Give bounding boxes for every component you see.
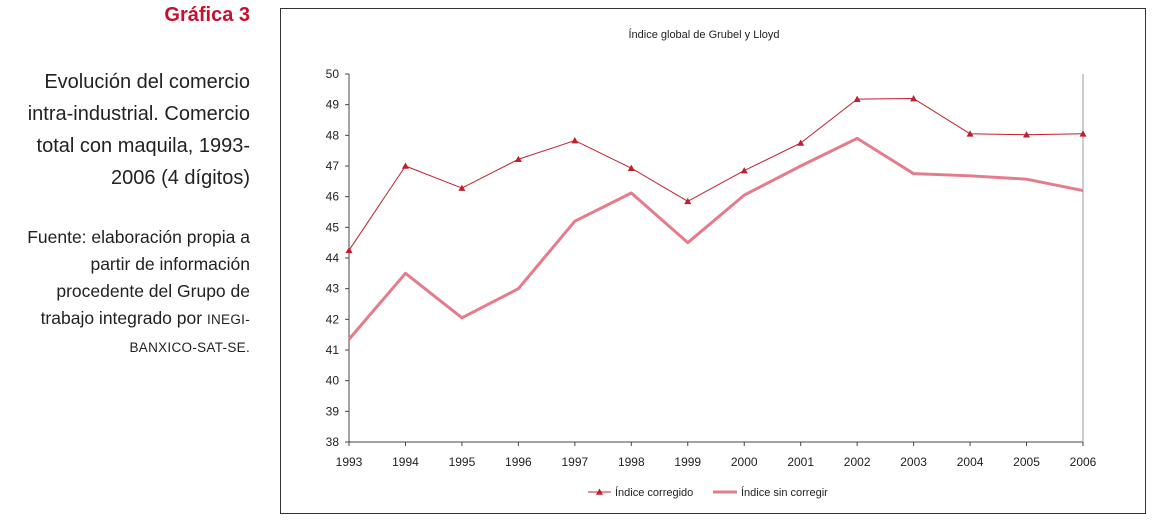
x-tick-label: 2005 — [1013, 455, 1040, 469]
y-tick-label: 48 — [326, 128, 340, 142]
y-tick-label: 41 — [326, 343, 340, 357]
data-point-marker — [401, 162, 409, 169]
y-tick-label: 46 — [326, 190, 340, 204]
y-tick-label: 45 — [326, 220, 340, 234]
data-point-marker — [684, 197, 692, 205]
x-tick-label: 2002 — [844, 455, 871, 469]
data-point-marker — [514, 155, 522, 163]
data-point-marker — [740, 167, 748, 174]
y-tick-label: 47 — [326, 159, 340, 173]
x-tick-label: 1998 — [618, 455, 645, 469]
data-point-marker — [345, 246, 353, 254]
data-point-marker — [571, 137, 579, 144]
x-tick-label: 1993 — [336, 455, 363, 469]
source-text: Fuente: elaboración propia a partir de i… — [27, 227, 250, 328]
source-agencies: INEGI-BANXICO-SAT-SE. — [129, 312, 250, 355]
y-tick-label: 43 — [326, 282, 340, 296]
data-point-marker — [1079, 130, 1087, 137]
x-tick-label: 1995 — [449, 455, 476, 469]
legend-label-indice-sin-corregir: Índice sin corregir — [741, 486, 828, 499]
y-tick-label: 39 — [326, 404, 340, 418]
x-tick-label: 2004 — [957, 455, 984, 469]
data-point-marker — [966, 130, 974, 137]
y-tick-label: 38 — [326, 435, 340, 449]
y-tick-label: 50 — [326, 67, 340, 81]
x-tick-label: 1999 — [674, 455, 701, 469]
line-chart: Índice global de Grubel y Lloyd 50 49 48 47… — [326, 28, 1097, 499]
figure-caption: Evolución del comercio intra-industrial.… — [27, 71, 250, 189]
y-tick-label: 42 — [326, 312, 340, 326]
chart-frame: Índice global de Grubel y Lloyd 50 49 48 47… — [280, 8, 1146, 514]
legend-label-indice-corregido: Índice corregido — [615, 486, 693, 499]
x-tick-label: 2003 — [900, 455, 927, 469]
data-point-marker — [797, 139, 805, 146]
x-tick-label: 1997 — [561, 455, 588, 469]
chart-title: Índice global de Grubel y Lloyd — [628, 28, 779, 41]
x-tick-label: 1996 — [505, 455, 532, 469]
data-point-marker — [458, 184, 466, 191]
chart-legend: Índice corregido Índice sin corregir — [588, 486, 828, 499]
x-tick-label: 2006 — [1070, 455, 1097, 469]
figure-source: Fuente: elaboración propia a partir de i… — [0, 224, 250, 361]
data-point-marker — [853, 95, 861, 102]
legend-swatch-marker — [596, 488, 603, 495]
series-line-indice-sin-corregir — [347, 136, 1084, 341]
x-tick-label: 2000 — [731, 455, 758, 469]
figure-label: Gráfica 3 — [164, 4, 250, 26]
data-point-marker — [910, 95, 918, 102]
data-point-marker — [627, 164, 635, 171]
y-tick-label: 44 — [326, 251, 340, 265]
y-tick-label: 40 — [326, 374, 340, 388]
x-tick-label: 1994 — [392, 455, 419, 469]
data-point-marker — [1023, 131, 1031, 138]
y-tick-label: 49 — [326, 98, 340, 112]
x-tick-label: 2001 — [787, 455, 814, 469]
series-line-indice-corregido — [348, 98, 1084, 251]
